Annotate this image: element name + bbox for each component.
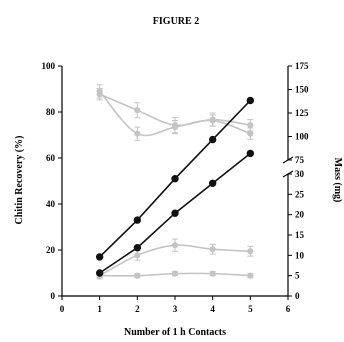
- data-point: [171, 209, 179, 217]
- x-tick-label: 0: [60, 304, 65, 314]
- right-tick-label: 5: [295, 271, 300, 281]
- data-point: [95, 253, 104, 261]
- data-point: [95, 269, 104, 277]
- x-axis-label: Number of 1 h Contacts: [124, 327, 226, 338]
- data-point: [246, 96, 255, 105]
- data-point: [133, 216, 142, 224]
- right-tick-label: 10: [295, 250, 305, 260]
- data-point: [209, 116, 216, 123]
- data-point: [133, 244, 142, 252]
- data-point: [171, 242, 179, 249]
- right-tick-label: 0: [295, 291, 300, 301]
- data-point: [208, 135, 217, 144]
- x-tick-label: 2: [135, 304, 140, 314]
- x-tick-label: 6: [286, 304, 291, 314]
- data-point: [134, 107, 141, 114]
- right-tick-label: 20: [295, 210, 305, 220]
- plot-area: 0 1 2 3 4 5 6020406080100051015202530751001251…: [42, 61, 310, 314]
- left-tick-label: 40: [46, 199, 56, 209]
- data-point: [247, 122, 254, 129]
- left-tick-label: 80: [46, 107, 56, 117]
- x-tick-label: 5: [248, 304, 253, 314]
- right-tick-label: 100: [295, 132, 309, 142]
- left-tick-label: 0: [51, 291, 56, 301]
- data-point: [134, 252, 141, 259]
- x-tick-label: 1: [97, 304, 102, 314]
- right-tick-label: 15: [295, 230, 305, 240]
- left-tick-label: 20: [46, 245, 56, 255]
- x-tick-label: 4: [210, 304, 215, 314]
- data-point: [171, 122, 179, 129]
- figure-title: FIGURE 2: [153, 16, 199, 27]
- data-point: [208, 179, 217, 188]
- data-point: [171, 270, 179, 277]
- data-point: [246, 149, 255, 158]
- right-tick-label: 75: [295, 155, 305, 165]
- data-point: [96, 91, 103, 98]
- data-point: [134, 130, 141, 137]
- data-point: [247, 272, 254, 279]
- right-tick-label: 25: [295, 189, 305, 199]
- data-point: [209, 246, 216, 253]
- right-axis-label: Mass (mg): [332, 158, 343, 203]
- right-tick-label: 175: [295, 61, 309, 71]
- data-point: [247, 130, 254, 137]
- data-point: [209, 270, 216, 277]
- data-point: [247, 248, 254, 255]
- data-point: [171, 175, 179, 183]
- left-tick-label: 100: [42, 61, 56, 71]
- left-tick-label: 60: [46, 153, 56, 163]
- data-point: [134, 272, 141, 279]
- right-tick-label: 30: [295, 169, 305, 179]
- x-tick-label: 3: [173, 304, 178, 314]
- left-axis-label: Chitin Recovery (%): [14, 136, 25, 225]
- right-tick-label: 150: [295, 85, 309, 95]
- right-tick-label: 125: [295, 108, 309, 118]
